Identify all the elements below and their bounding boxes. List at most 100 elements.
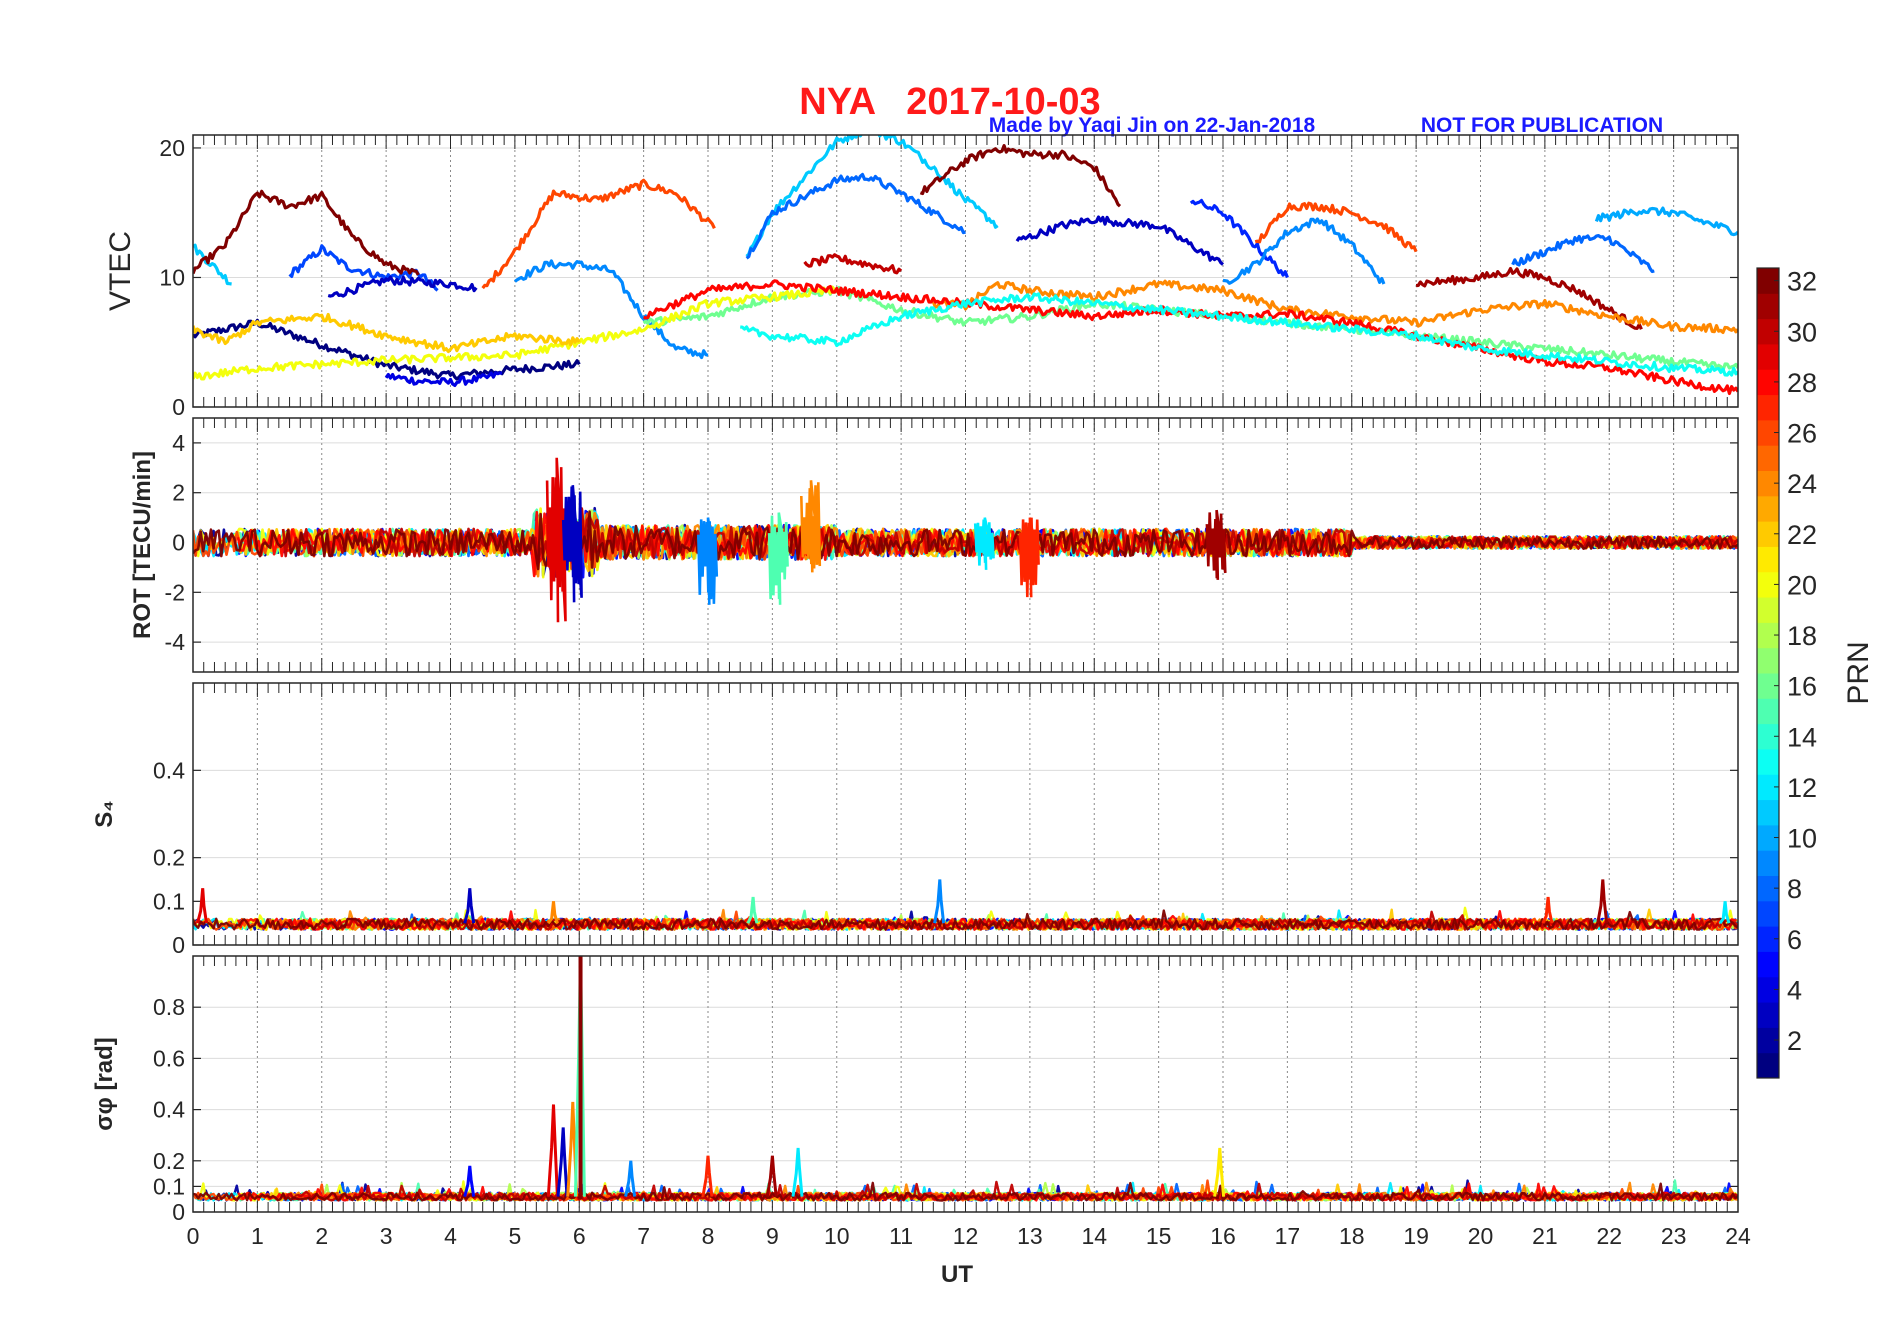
scint-spike — [791, 1147, 804, 1197]
colorbar-cell — [1757, 850, 1779, 876]
colorbar-cell — [1757, 1052, 1779, 1079]
colorbar-cell — [1757, 445, 1779, 471]
scint-spike — [701, 1155, 714, 1197]
colorbar-cell — [1757, 900, 1779, 927]
x-tick-label: 18 — [1339, 1223, 1365, 1249]
panel-S4: 0 0.1 0.2 0.4 — [153, 682, 1739, 958]
colorbar-tick-label: 28 — [1787, 368, 1817, 398]
x-axis-label: UT — [941, 1261, 973, 1288]
colorbar-cell — [1757, 343, 1779, 370]
vtec-trace — [193, 243, 232, 286]
x-tick-label: 19 — [1403, 1223, 1429, 1249]
rot-spike — [561, 485, 583, 603]
colorbar-cell — [1757, 1027, 1779, 1054]
colorbar-cell — [1757, 318, 1779, 345]
vtec-trace — [745, 172, 966, 260]
colorbar-cell — [1757, 951, 1779, 978]
y-axis-label: σφ [rad] — [91, 1037, 118, 1131]
colorbar-tick-label: 6 — [1787, 925, 1802, 955]
colorbar-tick-label: 4 — [1787, 975, 1802, 1005]
colorbar-cell — [1757, 824, 1779, 851]
y-tick-label: 0 — [172, 932, 185, 958]
panel-frame — [192, 134, 1739, 408]
colorbar-tick-label: 22 — [1787, 520, 1817, 550]
scint-spike — [765, 1155, 778, 1197]
x-tick-label: 8 — [702, 1223, 715, 1249]
y-tick-label: 0 — [172, 394, 185, 420]
colorbar-tick-label: 2 — [1787, 1026, 1802, 1056]
colorbar-cell — [1757, 875, 1779, 902]
x-tick-label: 16 — [1210, 1223, 1236, 1249]
colorbar-cell — [1757, 419, 1779, 446]
x-tick-label: 10 — [824, 1223, 850, 1249]
colorbar-cell — [1757, 774, 1779, 801]
panel-ROT: -4 -2 0 2 4 — [165, 417, 1739, 673]
colorbar-cell — [1757, 799, 1779, 826]
y-axis-label: ROT [TECU/min] — [129, 451, 156, 639]
plot-area — [193, 457, 1738, 623]
y-tick-label: 0.2 — [153, 1148, 185, 1174]
x-tick-label: 1 — [251, 1223, 264, 1249]
y-tick-label: 0.1 — [153, 888, 185, 914]
rot-spike — [1018, 517, 1040, 598]
publication-notice: NOT FOR PUBLICATION — [1421, 114, 1663, 137]
panel-frame — [192, 955, 1739, 1213]
scint-spike — [1596, 879, 1609, 924]
colorbar-cell — [1757, 546, 1779, 573]
vtec-trace — [193, 285, 838, 381]
x-tick-label: 5 — [508, 1223, 521, 1249]
scint-spike — [463, 888, 476, 924]
x-tick-label: 3 — [380, 1223, 393, 1249]
vtec-trace — [193, 189, 420, 276]
x-tick-label: 6 — [573, 1223, 586, 1249]
y-axis-label: S₄ — [91, 800, 118, 827]
vtec-trace — [193, 312, 581, 354]
rot-spike — [1205, 509, 1227, 580]
x-tick-label: 2 — [315, 1223, 328, 1249]
rot-spike — [973, 517, 995, 570]
noise-trace — [193, 1181, 1738, 1202]
y-tick-label: -4 — [165, 629, 186, 655]
plot-area — [193, 135, 1738, 396]
scint-spike — [1541, 896, 1554, 924]
colorbar-cell — [1757, 926, 1779, 952]
vtec-trace — [1222, 217, 1386, 285]
vtec-trace — [384, 371, 503, 387]
vtec-trace — [481, 178, 716, 290]
colorbar-tick-label: 16 — [1787, 672, 1817, 702]
x-tick-label: 21 — [1532, 1223, 1558, 1249]
scint-spike — [546, 1104, 559, 1197]
colorbar-tick-label: 8 — [1787, 874, 1802, 904]
scint-spike — [746, 896, 759, 924]
vtec-trace — [1254, 201, 1418, 253]
vtec-trace — [513, 259, 709, 360]
colorbar-cell — [1757, 597, 1779, 623]
colorbar-cell — [1757, 647, 1779, 674]
colorbar-cell — [1757, 673, 1779, 699]
x-tick-label: 15 — [1146, 1223, 1172, 1249]
colorbar-tick-label: 20 — [1787, 570, 1817, 600]
y-tick-label: 10 — [159, 264, 185, 290]
x-tick-label: 13 — [1017, 1223, 1043, 1249]
colorbar-cell — [1757, 394, 1779, 421]
colorbar-tick-label: 18 — [1787, 621, 1817, 651]
y-tick-label: 0.2 — [153, 845, 185, 871]
colorbar-cell — [1757, 470, 1779, 497]
y-tick-label: 0.4 — [153, 757, 185, 783]
colorbar-frame — [1756, 267, 1780, 1079]
x-tick-label: 23 — [1661, 1223, 1687, 1249]
y-tick-label: 0.6 — [153, 1045, 185, 1071]
rot-spike — [697, 517, 719, 605]
x-tick-label: 9 — [766, 1223, 779, 1249]
x-tick-label: 11 — [889, 1223, 913, 1249]
y-tick-label: 0 — [172, 1199, 185, 1225]
vtec-trace — [803, 253, 903, 275]
colorbar-cell — [1757, 521, 1779, 547]
scint-spike — [556, 1127, 569, 1197]
colorbar-tick-label: 14 — [1787, 722, 1817, 752]
vtec-trace — [1189, 198, 1289, 279]
x-tick-label: 4 — [444, 1223, 457, 1249]
